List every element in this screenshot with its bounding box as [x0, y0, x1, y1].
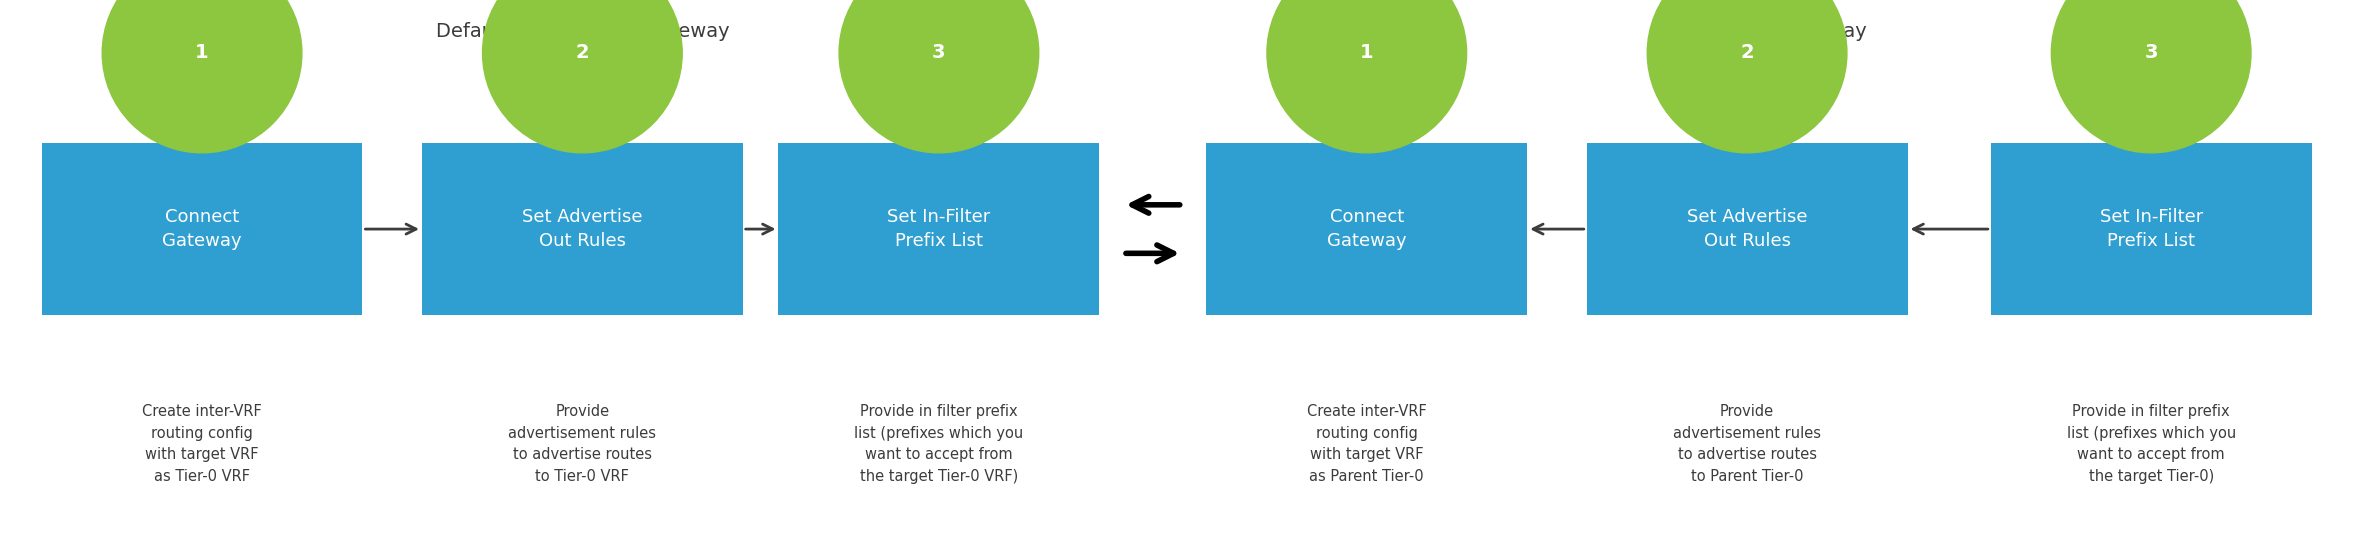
Text: Connect
Gateway: Connect Gateway	[162, 208, 242, 250]
FancyBboxPatch shape	[1992, 143, 2313, 315]
Ellipse shape	[2051, 0, 2251, 153]
Text: Set In-Filter
Prefix List: Set In-Filter Prefix List	[887, 208, 991, 250]
Ellipse shape	[839, 0, 1039, 153]
FancyBboxPatch shape	[780, 143, 1098, 315]
Text: Default/Parent Tier-0 Gateway: Default/Parent Tier-0 Gateway	[435, 22, 730, 40]
Text: 2: 2	[1740, 44, 1754, 63]
FancyBboxPatch shape	[423, 143, 742, 315]
Ellipse shape	[483, 0, 682, 153]
Text: Create inter-VRF
routing config
with target VRF
as Parent Tier-0: Create inter-VRF routing config with tar…	[1307, 404, 1426, 484]
Text: 3: 3	[932, 44, 946, 63]
Text: Provide in filter prefix
list (prefixes which you
want to accept from
the target: Provide in filter prefix list (prefixes …	[853, 404, 1024, 484]
Text: 1: 1	[195, 44, 209, 63]
FancyBboxPatch shape	[1205, 143, 1526, 315]
Text: 3: 3	[2144, 44, 2158, 63]
Text: Connect
Gateway: Connect Gateway	[1326, 208, 1407, 250]
Text: Set In-Filter
Prefix List: Set In-Filter Prefix List	[2099, 208, 2203, 250]
Text: Provide in filter prefix
list (prefixes which you
want to accept from
the target: Provide in filter prefix list (prefixes …	[2066, 404, 2237, 484]
Text: Provide
advertisement rules
to advertise routes
to Parent Tier-0: Provide advertisement rules to advertise…	[1673, 404, 1821, 484]
FancyBboxPatch shape	[1588, 143, 1906, 315]
Text: Set Advertise
Out Rules: Set Advertise Out Rules	[523, 208, 642, 250]
Text: Tier-0 VRF Gateway: Tier-0 VRF Gateway	[1676, 22, 1866, 40]
Text: 2: 2	[575, 44, 589, 63]
FancyBboxPatch shape	[43, 143, 364, 315]
Text: Create inter-VRF
routing config
with target VRF
as Tier-0 VRF: Create inter-VRF routing config with tar…	[143, 404, 261, 484]
Ellipse shape	[102, 0, 302, 153]
Ellipse shape	[1267, 0, 1467, 153]
Text: Set Advertise
Out Rules: Set Advertise Out Rules	[1688, 208, 1807, 250]
Ellipse shape	[1647, 0, 1847, 153]
Text: 1: 1	[1360, 44, 1374, 63]
Text: Provide
advertisement rules
to advertise routes
to Tier-0 VRF: Provide advertisement rules to advertise…	[509, 404, 656, 484]
